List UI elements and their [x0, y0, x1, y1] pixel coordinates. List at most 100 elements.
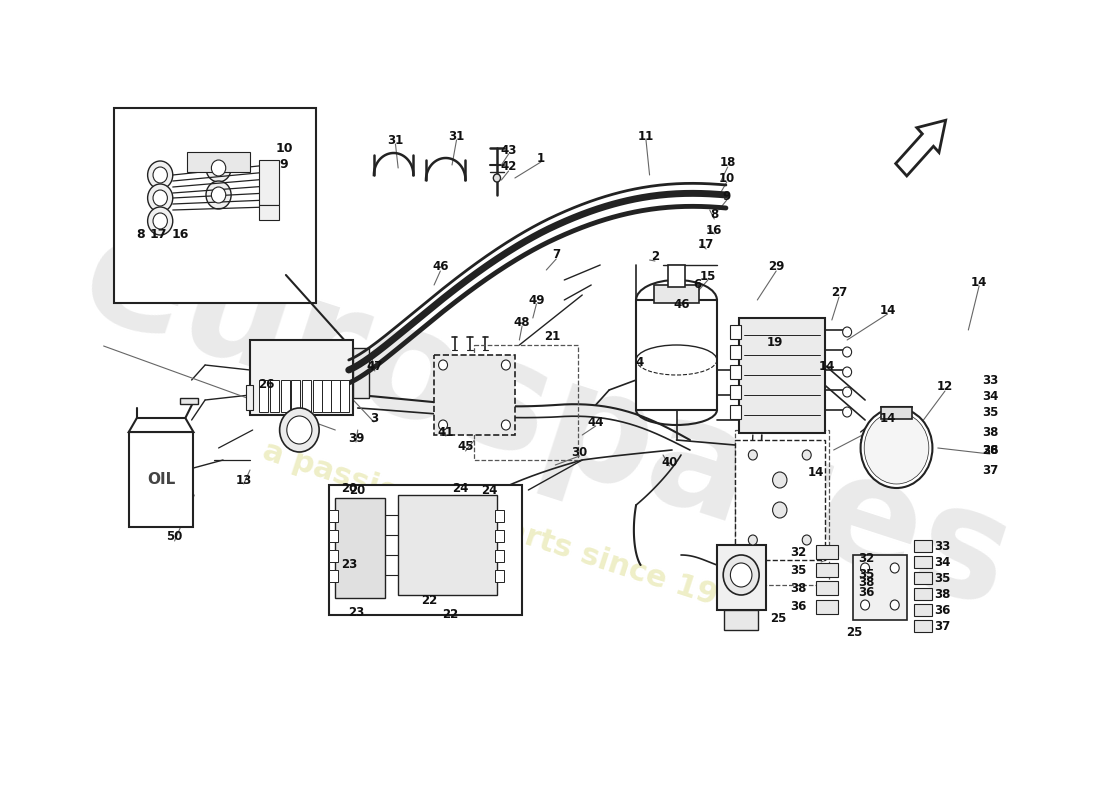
Circle shape	[860, 600, 870, 610]
Polygon shape	[895, 120, 946, 176]
Text: 11: 11	[638, 130, 654, 142]
Bar	[730, 365, 741, 379]
Bar	[329, 550, 338, 562]
Text: 36: 36	[790, 601, 806, 614]
Text: 14: 14	[807, 466, 824, 478]
Text: 28: 28	[981, 443, 998, 457]
Text: 2: 2	[651, 250, 659, 263]
Text: 10: 10	[718, 171, 735, 185]
Text: 23: 23	[341, 558, 356, 571]
Bar	[474, 345, 578, 460]
Circle shape	[147, 161, 173, 189]
Circle shape	[287, 416, 312, 444]
Bar	[398, 495, 497, 595]
Text: 22: 22	[421, 594, 438, 606]
Bar	[331, 380, 340, 412]
Circle shape	[723, 555, 759, 595]
Bar	[329, 570, 338, 582]
Bar	[280, 380, 289, 412]
Bar	[816, 563, 838, 577]
Circle shape	[772, 502, 786, 518]
Text: 46: 46	[432, 261, 449, 274]
Bar	[739, 318, 825, 433]
Circle shape	[772, 472, 786, 488]
Text: a passion for parts since 1985: a passion for parts since 1985	[260, 436, 761, 624]
Bar	[914, 572, 933, 584]
Bar	[187, 152, 250, 172]
Text: 30: 30	[571, 446, 587, 458]
Bar	[914, 588, 933, 600]
Circle shape	[439, 360, 448, 370]
Text: 21: 21	[544, 330, 561, 343]
Circle shape	[843, 327, 851, 337]
Bar	[113, 108, 316, 303]
Text: 44: 44	[587, 415, 604, 429]
Text: 14: 14	[879, 411, 895, 425]
Circle shape	[153, 213, 167, 229]
Text: 36: 36	[981, 443, 998, 457]
Text: 38: 38	[981, 426, 998, 438]
Bar	[854, 555, 908, 620]
Bar	[302, 380, 311, 412]
Text: 24: 24	[452, 482, 469, 495]
Bar	[258, 160, 278, 205]
Text: 13: 13	[235, 474, 252, 486]
Circle shape	[730, 563, 752, 587]
Bar	[816, 545, 838, 559]
Bar	[881, 407, 912, 419]
Circle shape	[748, 450, 757, 460]
Bar	[668, 265, 685, 287]
Text: 38: 38	[934, 587, 950, 601]
Text: 50: 50	[166, 530, 183, 543]
Bar	[636, 300, 717, 410]
Bar	[353, 348, 370, 398]
Text: 4: 4	[636, 355, 644, 369]
Text: 34: 34	[934, 555, 950, 569]
Bar	[914, 604, 933, 616]
Circle shape	[890, 600, 899, 610]
Bar	[724, 610, 758, 630]
Text: 33: 33	[934, 539, 950, 553]
Circle shape	[206, 181, 231, 209]
Circle shape	[147, 207, 173, 235]
Circle shape	[860, 563, 870, 573]
Circle shape	[843, 367, 851, 377]
Text: 35: 35	[981, 406, 998, 419]
Text: 38: 38	[790, 582, 806, 594]
Text: 29: 29	[768, 261, 784, 274]
Bar	[250, 340, 353, 415]
Text: 41: 41	[438, 426, 454, 438]
Bar	[914, 540, 933, 552]
Circle shape	[279, 408, 319, 452]
Bar	[495, 510, 504, 522]
Text: 6: 6	[693, 278, 702, 290]
Circle shape	[502, 360, 510, 370]
Circle shape	[147, 184, 173, 212]
Bar	[735, 440, 825, 560]
Bar	[730, 325, 741, 339]
Text: 40: 40	[661, 455, 678, 469]
Circle shape	[493, 174, 500, 182]
Text: 24: 24	[482, 483, 498, 497]
Text: 37: 37	[934, 619, 950, 633]
Text: 25: 25	[770, 611, 786, 625]
Bar	[129, 432, 194, 527]
Text: 36: 36	[934, 603, 950, 617]
Text: 20: 20	[349, 483, 365, 497]
Polygon shape	[129, 418, 194, 432]
Text: 22: 22	[442, 607, 459, 621]
Bar	[329, 485, 522, 615]
Text: 49: 49	[528, 294, 544, 306]
Text: 23: 23	[348, 606, 364, 619]
Circle shape	[843, 347, 851, 357]
Circle shape	[439, 420, 448, 430]
Text: 31: 31	[449, 130, 464, 142]
Text: 9: 9	[279, 158, 288, 171]
Text: eurospares: eurospares	[64, 200, 1028, 640]
Bar	[329, 510, 338, 522]
Bar	[914, 620, 933, 632]
Text: 17: 17	[698, 238, 714, 251]
Text: 3: 3	[370, 411, 378, 425]
Circle shape	[802, 535, 811, 545]
Text: 31: 31	[387, 134, 404, 146]
